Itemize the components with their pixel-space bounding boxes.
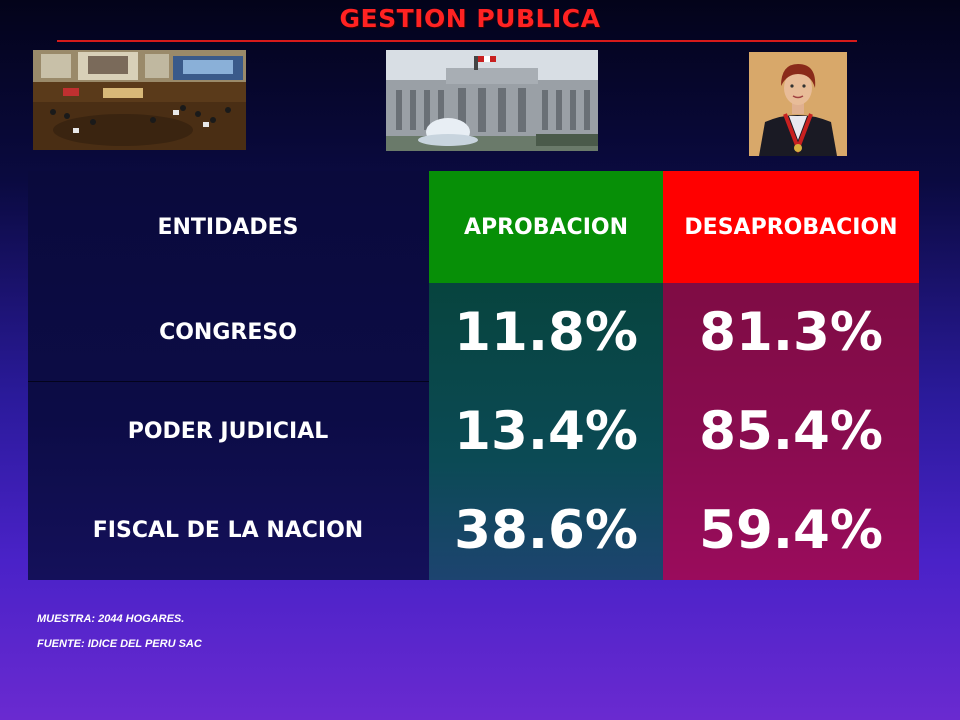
- approval-value-poder-judicial: 13.4%: [454, 401, 638, 462]
- congress-chamber-photo: [33, 50, 246, 150]
- results-table: ENTIDADES APROBACION DESAPROBACION CONGR…: [28, 171, 919, 580]
- entities-column-background: [28, 171, 429, 580]
- disapproval-column-background: [663, 283, 919, 580]
- fiscal-portrait-photo: [749, 52, 847, 156]
- disapproval-value-congreso: 81.3%: [699, 302, 883, 363]
- entity-label-poder-judicial: PODER JUDICIAL: [127, 419, 329, 444]
- entity-label-congreso: CONGRESO: [159, 320, 297, 345]
- header-aprobacion: APROBACION: [429, 171, 663, 283]
- palace-of-justice-photo: [386, 50, 598, 151]
- footnote-source: FUENTE: IDICE DEL PERU SAC: [37, 638, 202, 650]
- disapproval-value-poder-judicial: 85.4%: [699, 401, 883, 462]
- row-divider: [28, 381, 429, 382]
- approval-value-fiscal: 38.6%: [454, 500, 638, 561]
- slide-title: GESTION PUBLICA: [339, 4, 601, 33]
- approval-column-background: [429, 283, 663, 580]
- footnote-sample: MUESTRA: 2044 HOGARES.: [37, 613, 185, 625]
- header-entidades: ENTIDADES: [157, 214, 299, 240]
- header-desaprobacion: DESAPROBACION: [663, 171, 919, 283]
- entity-label-fiscal: FISCAL DE LA NACION: [92, 518, 364, 543]
- disapproval-value-fiscal: 59.4%: [699, 500, 883, 561]
- title-underline: [57, 40, 857, 42]
- approval-value-congreso: 11.8%: [454, 302, 638, 363]
